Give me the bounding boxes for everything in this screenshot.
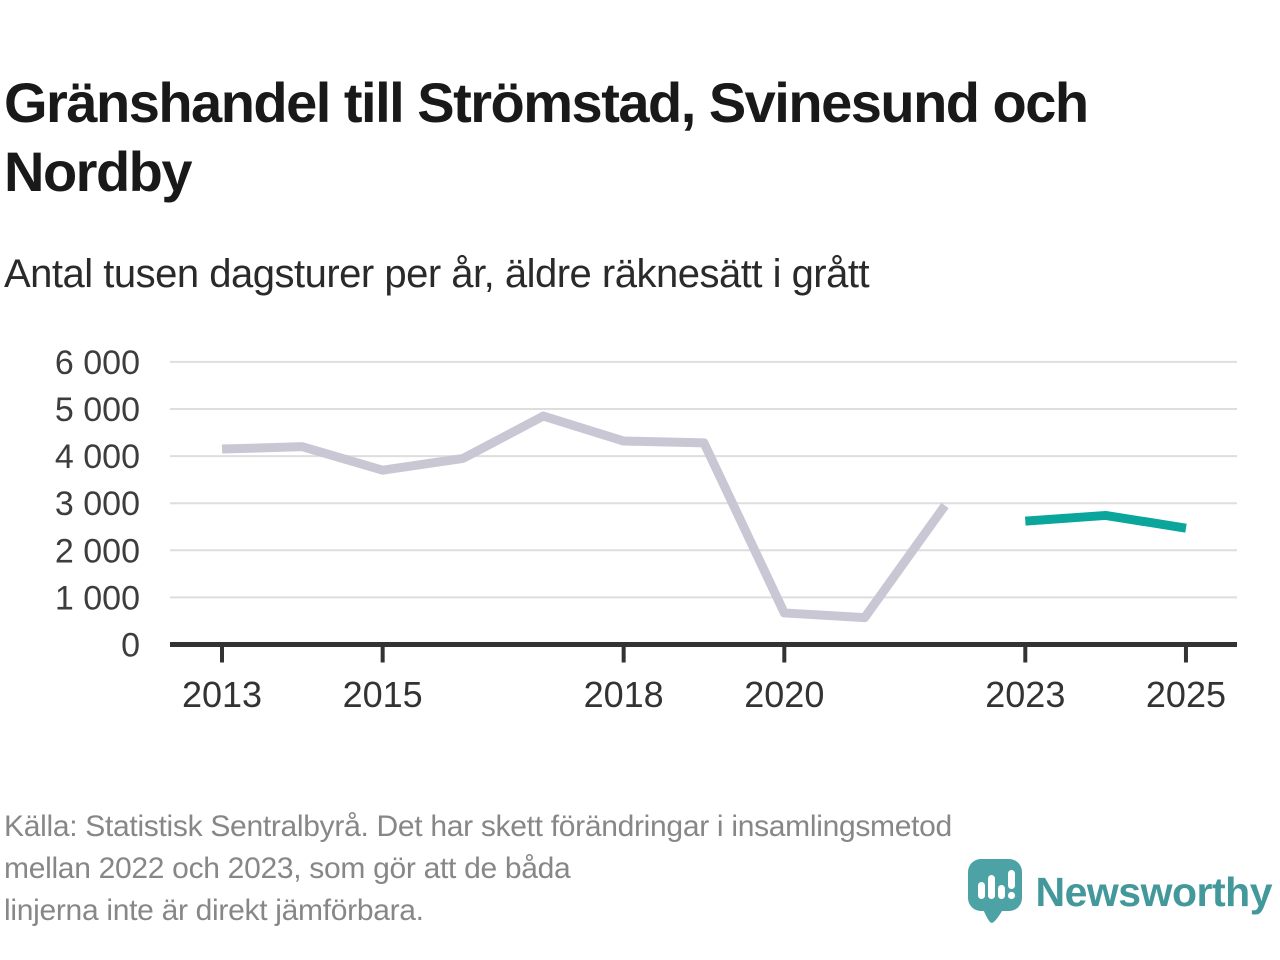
brand-name: Newsworthy <box>1035 868 1273 915</box>
newsworthy-brand: Newsworthy <box>967 858 1273 926</box>
source-line: mellan 2022 och 2023, som gör att de båd… <box>4 852 571 885</box>
logo-exclamation-dot-icon <box>1007 891 1015 900</box>
source-note: Källa: Statistisk Sentralbyrå. Det har s… <box>4 806 1184 932</box>
logo-bar-icon <box>997 885 1005 899</box>
x-tick-label: 2023 <box>985 674 1065 715</box>
x-tick-label: 2015 <box>343 674 423 715</box>
y-tick-label: 5 000 <box>55 391 140 429</box>
series-line-old-method <box>221 411 949 623</box>
y-tick-label: 4 000 <box>55 438 140 476</box>
y-tick-label: 1 000 <box>55 579 140 617</box>
y-tick-label: 3 000 <box>55 485 140 523</box>
y-tick-label: 0 <box>121 627 140 665</box>
x-tick-label: 2013 <box>182 674 262 715</box>
logo-bar-icon <box>977 882 985 899</box>
x-tick-label: 2018 <box>584 674 664 715</box>
series-line-new-method <box>1024 510 1187 533</box>
x-tick-label: 2020 <box>744 674 824 715</box>
chart-subtitle: Antal tusen dagsturer per år, äldre räkn… <box>4 252 870 296</box>
logo-exclamation-icon <box>1007 870 1015 889</box>
page-title: Gränshandel till Strömstad, Svinesund oc… <box>4 70 1089 203</box>
y-tick-label: 6 000 <box>55 344 140 382</box>
logo-bar-icon <box>987 875 995 899</box>
x-tick-label: 2025 <box>1146 674 1226 715</box>
source-line: Källa: Statistisk Sentralbyrå. Det har s… <box>4 810 952 843</box>
newsworthy-logo-icon <box>967 859 1022 923</box>
source-line: linjerna inte är direkt jämförbara. <box>4 894 424 927</box>
y-tick-label: 2 000 <box>55 532 140 570</box>
